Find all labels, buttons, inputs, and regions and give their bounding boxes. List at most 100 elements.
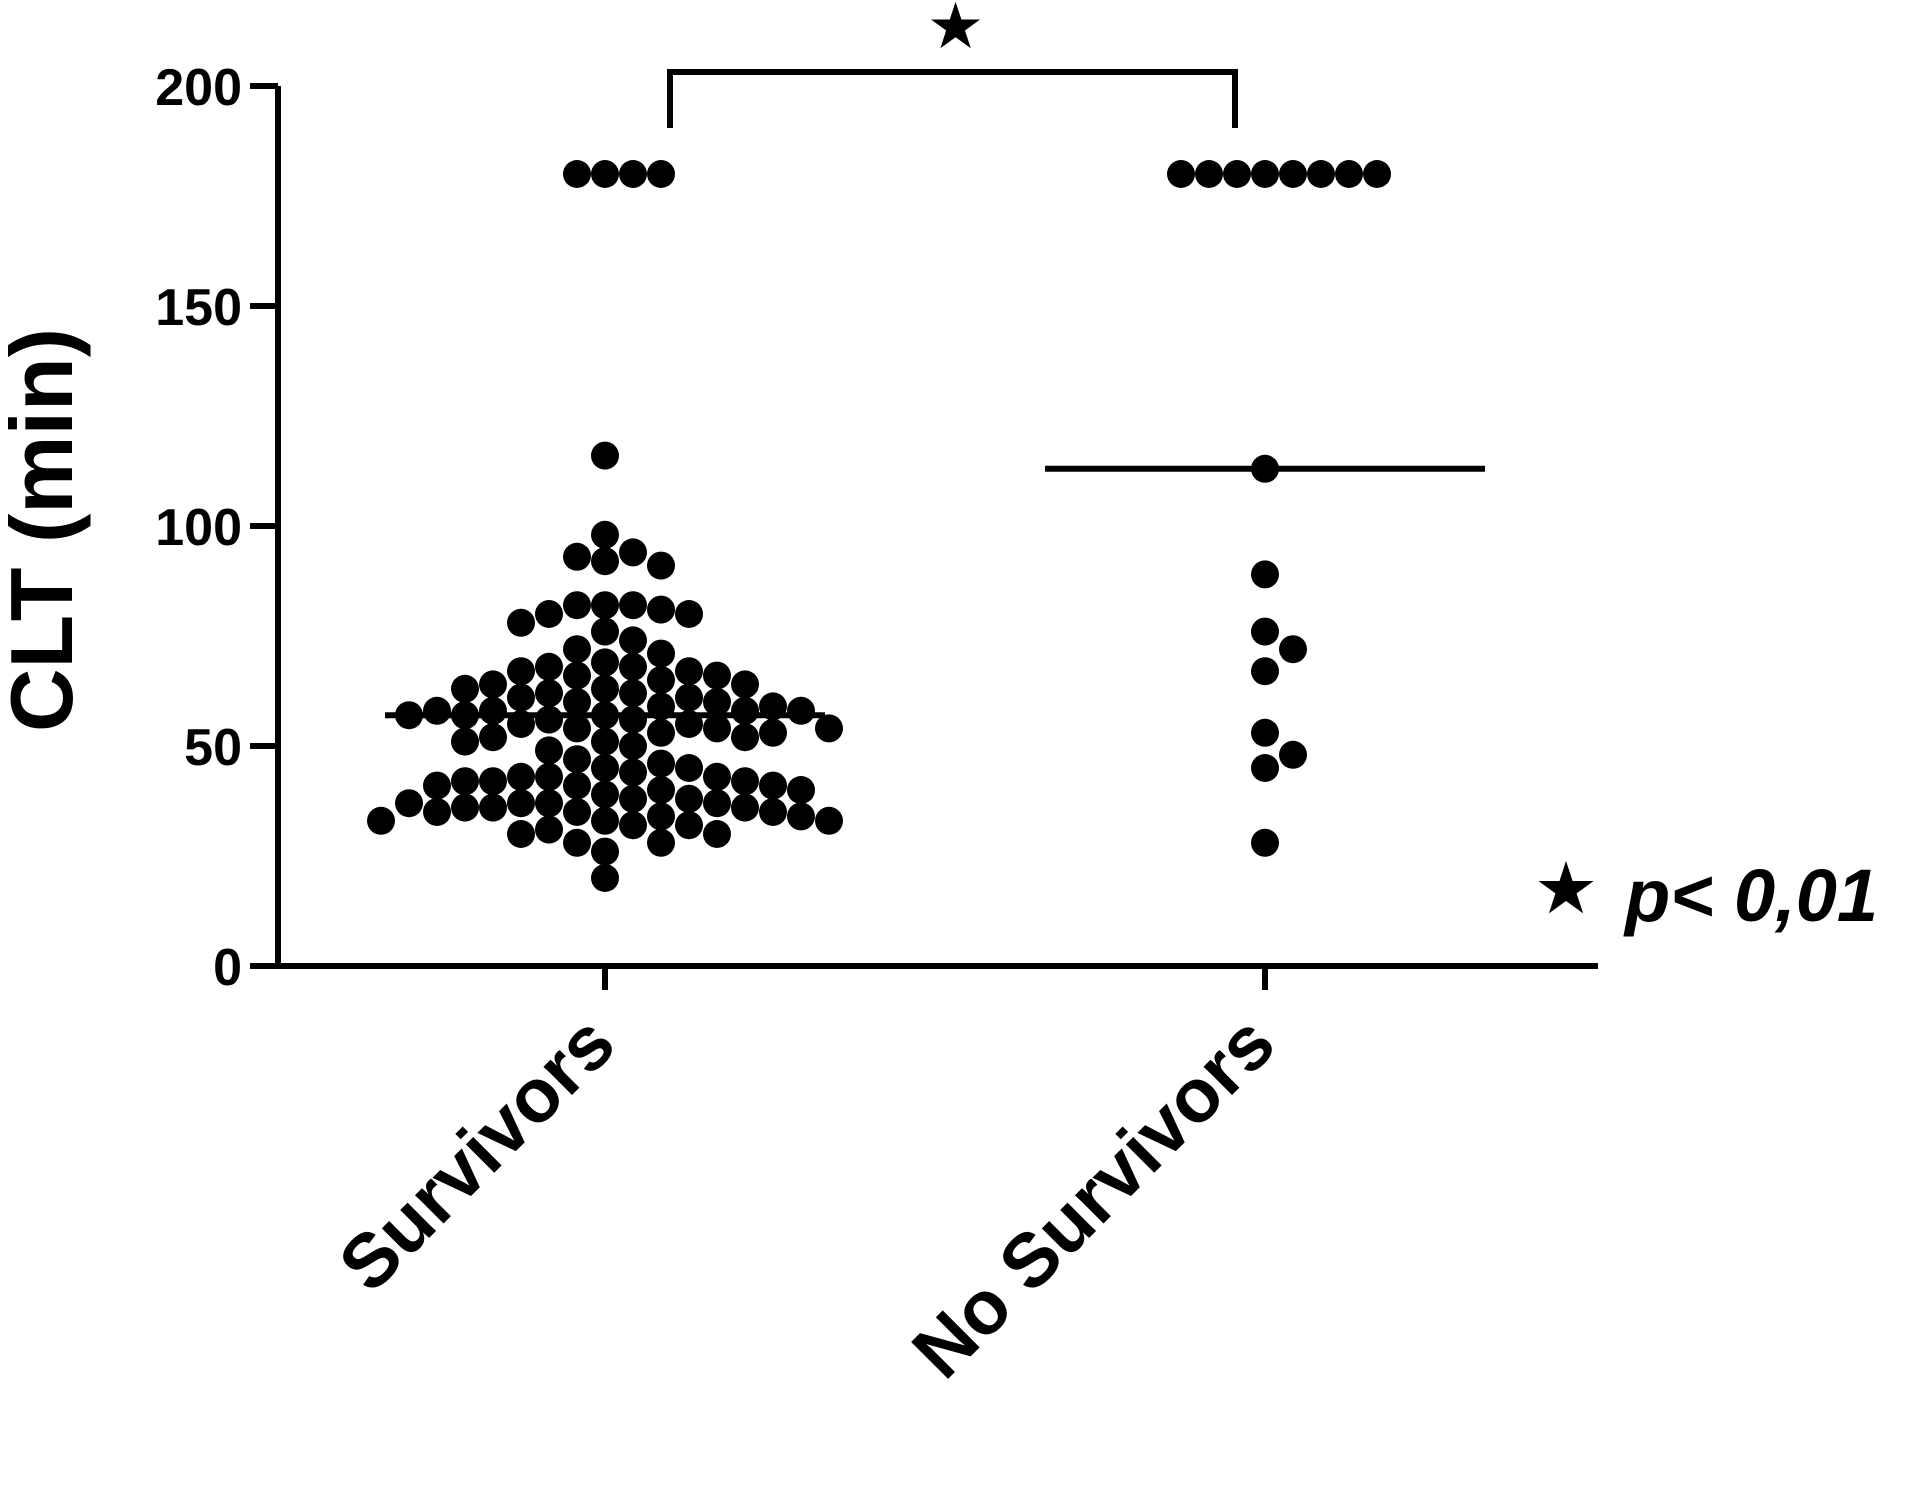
- data-point: [507, 710, 535, 738]
- data-point: [591, 806, 619, 835]
- data-point: [787, 802, 815, 831]
- data-point: [787, 776, 815, 804]
- data-point: [647, 828, 675, 857]
- data-point: [675, 683, 703, 712]
- data-point: [423, 798, 451, 826]
- data-point: [759, 771, 787, 800]
- data-point: [395, 701, 423, 730]
- data-point: [563, 635, 591, 664]
- data-point: [563, 771, 591, 800]
- data-point: [591, 617, 619, 646]
- data-point: [731, 767, 759, 796]
- data-point: [563, 714, 591, 743]
- x-category-label: Survivors: [323, 1000, 631, 1308]
- data-point: [703, 789, 731, 818]
- data-point: [703, 661, 731, 690]
- data-point: [563, 542, 591, 571]
- data-point: [619, 538, 647, 567]
- data-point: [619, 784, 647, 813]
- data-point: [647, 718, 675, 747]
- data-point: [703, 762, 731, 791]
- data-point: [479, 793, 507, 822]
- data-point: [563, 160, 591, 188]
- data-point: [647, 551, 675, 580]
- data-point: [591, 547, 619, 576]
- data-point: [815, 806, 843, 835]
- data-point: [479, 696, 507, 725]
- data-point: [703, 714, 731, 743]
- data-point: [591, 674, 619, 703]
- data-point: [451, 727, 479, 756]
- data-point: [1195, 160, 1223, 188]
- data-points: [367, 160, 1391, 892]
- data-point: [731, 696, 759, 725]
- data-point: [731, 723, 759, 752]
- x-category-label: No Survivors: [896, 1000, 1291, 1395]
- data-point: [619, 758, 647, 787]
- data-point: [1223, 160, 1251, 188]
- data-point: [563, 798, 591, 826]
- data-point: [591, 780, 619, 809]
- data-point: [759, 798, 787, 826]
- data-point: [451, 674, 479, 703]
- data-point: [591, 160, 619, 188]
- data-point: [591, 441, 619, 470]
- data-point: [1251, 454, 1279, 483]
- bracket-line: [667, 69, 1238, 128]
- data-point: [1251, 754, 1279, 782]
- data-point: [619, 679, 647, 708]
- data-point: [759, 718, 787, 747]
- data-point: [675, 811, 703, 840]
- data-point: [703, 820, 731, 848]
- y-axis: 0 50 100 150 200: [155, 59, 281, 997]
- y-tick-label: 200: [155, 59, 242, 117]
- data-point: [619, 705, 647, 734]
- data-point: [1251, 160, 1279, 188]
- data-point: [675, 784, 703, 813]
- data-point: [451, 793, 479, 822]
- data-point: [535, 762, 563, 791]
- data-point: [423, 696, 451, 725]
- star-icon: ★: [927, 0, 984, 64]
- significance-note: ★ p< 0,01: [1534, 846, 1878, 937]
- data-point: [535, 815, 563, 844]
- data-point: [507, 789, 535, 818]
- data-point: [647, 595, 675, 624]
- x-axis: [275, 963, 1598, 990]
- data-point: [731, 670, 759, 699]
- data-point: [591, 837, 619, 866]
- data-point: [479, 767, 507, 796]
- data-point: [507, 762, 535, 791]
- data-point: [1251, 718, 1279, 747]
- data-point: [647, 776, 675, 804]
- data-point: [535, 600, 563, 628]
- data-point: [675, 657, 703, 686]
- data-point: [647, 749, 675, 778]
- data-point: [619, 652, 647, 681]
- data-point: [591, 648, 619, 677]
- data-point: [1363, 160, 1391, 188]
- category-labels: Survivors No Survivors: [323, 1000, 1291, 1395]
- data-point: [675, 710, 703, 738]
- data-point: [675, 600, 703, 628]
- data-point: [367, 806, 395, 835]
- data-point: [619, 591, 647, 620]
- data-point: [787, 696, 815, 725]
- y-axis-title: CLT (min): [0, 328, 91, 732]
- data-point: [591, 727, 619, 756]
- data-point: [563, 661, 591, 690]
- data-point: [591, 701, 619, 730]
- data-point: [479, 670, 507, 699]
- y-tick-label: 0: [213, 939, 242, 997]
- data-point: [675, 754, 703, 782]
- data-point: [731, 793, 759, 822]
- data-point: [1251, 828, 1279, 857]
- data-point: [1251, 657, 1279, 686]
- p-value-note: p< 0,01: [1623, 854, 1878, 937]
- data-point: [507, 820, 535, 848]
- data-point: [647, 692, 675, 721]
- data-point: [479, 723, 507, 752]
- data-point: [1279, 635, 1307, 664]
- data-point: [591, 754, 619, 782]
